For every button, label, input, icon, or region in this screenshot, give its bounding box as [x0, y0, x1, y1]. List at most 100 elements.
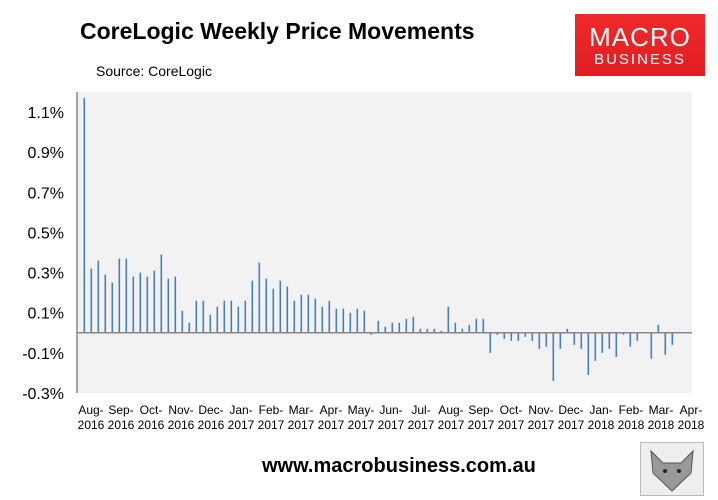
bar: [398, 322, 401, 333]
x-tick-label: 2017: [228, 418, 255, 432]
x-tick-label: 2017: [258, 418, 285, 432]
bar: [139, 272, 142, 333]
bar: [251, 280, 254, 333]
bar: [531, 332, 534, 341]
y-tick-label: 0.3%: [28, 266, 64, 283]
bar: [307, 294, 310, 333]
bar: [377, 320, 380, 333]
x-tick-label: 2017: [468, 418, 495, 432]
x-tick-label: 2016: [108, 418, 135, 432]
x-tick-label: Jan-: [229, 403, 252, 417]
bar: [181, 310, 184, 333]
bar: [475, 318, 478, 333]
bar: [223, 300, 226, 333]
bar: [314, 298, 317, 333]
y-tick-label: -0.1%: [22, 346, 64, 363]
x-tick-label: Dec-: [558, 403, 583, 417]
x-tick-label: 2017: [558, 418, 585, 432]
logo-line1: MACRO: [589, 22, 691, 52]
bar: [83, 98, 86, 333]
bar: [90, 268, 93, 333]
chart-title: CoreLogic Weekly Price Movements: [80, 18, 475, 44]
bar: [286, 286, 289, 333]
x-tick-label: Feb-: [619, 403, 644, 417]
bar: [566, 328, 569, 333]
bar: [167, 278, 170, 333]
plot-area: [77, 92, 692, 393]
x-tick-label: Apr-: [680, 403, 703, 417]
bar: [538, 332, 541, 349]
website-url: www.macrobusiness.com.au: [262, 455, 536, 477]
x-tick-label: Sep-: [468, 403, 493, 417]
bar: [580, 332, 583, 349]
bar: [363, 310, 366, 333]
x-tick-label: May-: [348, 403, 375, 417]
x-tick-label: Nov-: [168, 403, 193, 417]
x-tick-label: 2017: [288, 418, 315, 432]
bar: [202, 300, 205, 333]
bar: [272, 288, 275, 333]
bar: [454, 322, 457, 333]
bar: [650, 332, 653, 359]
bar: [125, 258, 128, 333]
x-tick-label: 2017: [528, 418, 555, 432]
bar: [293, 300, 296, 333]
bar: [111, 282, 114, 333]
bar: [384, 326, 387, 333]
bar: [356, 308, 359, 333]
bar: [629, 332, 632, 347]
bar: [300, 294, 303, 333]
x-tick-label: Apr-: [320, 403, 343, 417]
bar: [216, 306, 219, 333]
bar: [342, 308, 345, 333]
x-tick-label: 2018: [648, 418, 675, 432]
bar: [118, 258, 121, 333]
bar: [153, 270, 156, 333]
macrobusiness-logo: MACRO BUSINESS: [575, 14, 705, 76]
y-tick-label: -0.3%: [22, 386, 64, 403]
bar: [426, 328, 429, 333]
x-tick-label: Jan-: [589, 403, 612, 417]
bar: [412, 316, 415, 333]
bar: [524, 332, 527, 337]
x-tick-label: Nov-: [528, 403, 553, 417]
logo-line2: BUSINESS: [594, 51, 686, 68]
x-tick-label: Feb-: [259, 403, 284, 417]
bar: [552, 332, 555, 381]
x-tick-label: 2017: [378, 418, 405, 432]
bar: [405, 318, 408, 333]
bar: [335, 308, 338, 333]
bar: [160, 254, 163, 333]
bar: [132, 276, 135, 333]
bar: [328, 300, 331, 333]
bar: [468, 324, 471, 333]
bar: [636, 332, 639, 341]
bar: [433, 328, 436, 333]
fox-logo-icon: [640, 442, 704, 496]
bar-chart: 1.1%0.9%0.7%0.5%0.3%0.1%-0.1%-0.3%Aug-20…: [22, 92, 705, 432]
x-tick-label: Aug-: [78, 403, 103, 417]
bar: [188, 322, 191, 333]
x-tick-label: 2016: [138, 418, 165, 432]
x-tick-label: 2016: [198, 418, 225, 432]
x-tick-label: Mar-: [649, 403, 674, 417]
bar: [237, 306, 240, 333]
x-tick-label: 2018: [588, 418, 615, 432]
bar: [279, 280, 282, 333]
bar: [573, 332, 576, 345]
bar: [447, 306, 450, 333]
x-tick-label: 2017: [498, 418, 525, 432]
bar: [370, 332, 373, 335]
bar: [587, 332, 590, 375]
x-tick-label: Oct-: [140, 403, 163, 417]
bar: [503, 332, 506, 339]
bar: [489, 332, 492, 353]
y-tick-label: 0.9%: [28, 145, 64, 162]
bar: [97, 260, 100, 333]
x-tick-label: 2017: [318, 418, 345, 432]
bar: [615, 332, 618, 357]
bar: [265, 278, 268, 333]
bar: [174, 276, 177, 333]
x-tick-label: Aug-: [438, 403, 463, 417]
